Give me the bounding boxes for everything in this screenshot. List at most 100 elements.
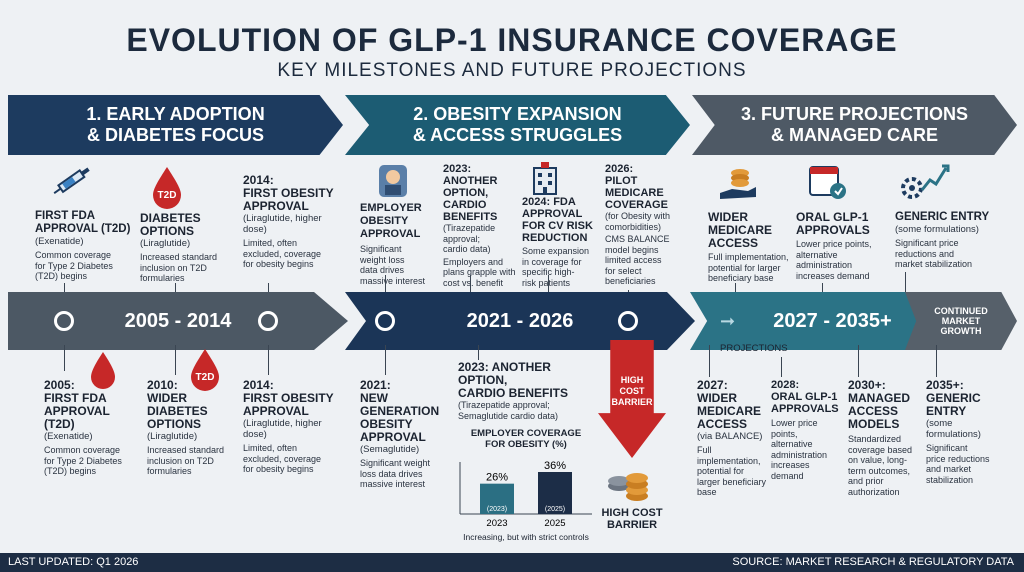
bottom-milestone-4-desc: Significant weight loss data drives mass… (360, 458, 431, 489)
top-milestone-7-sub: (for Obesity with comorbidities) (605, 211, 671, 232)
connector (822, 283, 823, 299)
blood-drop-icon (88, 350, 118, 390)
chart-caption: Increasing, but with strict controls (463, 532, 589, 542)
top-milestone-10-title: GENERIC ENTRY (895, 211, 990, 223)
top-milestone-8-title: WIDER MEDICARE ACCESS (708, 210, 773, 250)
bottom-milestone-4-title: 2021: NEW GENERATION OBESITY APPROVAL (360, 378, 440, 444)
phase-3-label: 3. FUTURE PROJECTIONS & MANAGED CARE (740, 104, 969, 145)
timeline-label-1: 2005 - 2014 (124, 309, 232, 332)
top-milestone-8-desc: Full implementation, potential for large… (708, 252, 789, 283)
connector (175, 345, 176, 375)
top-milestone-5: 2023: ANOTHER OPTION, CARDIO BENEFITS (T… (443, 163, 523, 288)
top-milestone-2-sub: (Liraglutide) (140, 238, 191, 249)
top-milestone-7-desc: CMS BALANCE model begins limited access … (605, 234, 670, 286)
bottom-milestone-4-sub: (Semaglutide) (360, 444, 420, 455)
top-milestone-2: DIABETES OPTIONS (Liraglutide) Increased… (140, 212, 240, 284)
page-subtitle: KEY MILESTONES AND FUTURE PROJECTIONS (277, 60, 747, 81)
phase-2-label: 2. OBESITY EXPANSION & ACCESS STRUGGLES (412, 104, 623, 145)
page-title: EVOLUTION OF GLP-1 INSURANCE COVERAGE (126, 22, 898, 58)
top-milestone-1: FIRST FDA APPROVAL (T2D) (Exenatide) Com… (35, 210, 145, 282)
bottom-milestone-9-sub: (some formulations) (926, 418, 981, 440)
timeline-node (54, 311, 74, 331)
connector (548, 275, 549, 299)
bottom-milestone-9-desc: Significant price reductions and market … (926, 443, 990, 485)
bottom-milestone-5-title: 2023: ANOTHER OPTION, CARDIO BENEFITS (458, 360, 569, 400)
arrow-right-icon: ➞ (720, 311, 736, 331)
coin-stack-icon (605, 462, 655, 502)
top-milestone-4-title: EMPLOYER OBESITY APPROVAL (360, 202, 422, 240)
top-milestone-10-desc: Significant price reductions and market … (895, 238, 973, 269)
phase-2-banner: 2. OBESITY EXPANSION & ACCESS STRUGGLES (345, 95, 690, 155)
connector (470, 275, 471, 299)
bottom-milestone-6-sub: (via BALANCE) (697, 431, 763, 442)
bottom-milestone-5: 2023: ANOTHER OPTION, CARDIO BENEFITS (T… (458, 361, 593, 421)
timeline-label-3: 2027 - 2035+ (773, 309, 892, 332)
top-milestone-1-sub: (Exenatide) (35, 236, 84, 247)
bottom-milestone-2-title: 2010: WIDER DIABETES OPTIONS (147, 378, 208, 431)
chart-value-label: 26% (486, 472, 508, 484)
connector (268, 283, 269, 299)
projections-label: PROJECTIONS (720, 343, 788, 354)
person-icon (375, 163, 411, 199)
top-milestone-6: 2024: FDA APPROVAL FOR CV RISK REDUCTION… (522, 196, 604, 288)
bottom-milestone-7-title: 2028: ORAL GLP-1 APPROVALS (771, 379, 839, 415)
gears-trend-icon (898, 160, 950, 202)
bottom-milestone-9: 2035+: GENERIC ENTRY (some formulations)… (926, 379, 1021, 485)
top-milestone-1-title: FIRST FDA APPROVAL (T2D) (35, 210, 131, 235)
calendar-icon (808, 163, 848, 201)
top-milestone-10-sub: (some formulations) (895, 224, 979, 235)
connector (385, 345, 386, 375)
bottom-milestone-1-sub: (Exenatide) (44, 431, 93, 442)
bottom-milestone-3-sub: (Liraglutide, higher dose) (243, 418, 322, 440)
connector (64, 345, 65, 371)
top-milestone-4-desc: Significant weight loss data drives mass… (360, 244, 426, 286)
bottom-milestone-1-desc: Common coverage for Type 2 Diabetes (T2D… (44, 445, 122, 476)
chart-title: EMPLOYER COVERAGE FOR OBESITY (%) (470, 428, 582, 450)
connector (735, 283, 736, 299)
chart-value-label: 36% (544, 460, 566, 472)
bottom-milestone-3-desc: Limited, often excluded, coverage for ob… (243, 443, 322, 474)
chart-category-label: 2023 (486, 518, 507, 529)
bottom-milestone-2: 2010: WIDER DIABETES OPTIONS (Liraglutid… (147, 379, 247, 477)
top-milestone-3-desc: Limited, often excluded, coverage for ob… (243, 238, 322, 269)
bottom-milestone-8: 2030+: MANAGED ACCESS MODELS Standardize… (848, 379, 930, 497)
bottom-milestone-8-desc: Standardized coverage based on value, lo… (848, 434, 913, 497)
barrier-arrow-label: HIGH COST BARRIER (611, 375, 653, 407)
t2d-badge-bottom: T2D (196, 372, 215, 383)
connector (781, 357, 782, 377)
phase-1-label: 1. EARLY ADOPTION & DIABETES FOCUS (86, 104, 265, 145)
bottom-milestone-8-title: 2030+: MANAGED ACCESS MODELS (848, 378, 910, 431)
phase-1-banner: 1. EARLY ADOPTION & DIABETES FOCUS (8, 95, 343, 155)
timeline-node (258, 311, 278, 331)
phase-3-banner: 3. FUTURE PROJECTIONS & MANAGED CARE (692, 95, 1017, 155)
connector (385, 275, 386, 299)
bottom-milestone-5-sub: (Tirazepatide approval; Semaglutide card… (458, 400, 559, 421)
top-milestone-2-title: DIABETES OPTIONS (140, 211, 201, 238)
top-milestone-5-desc: Employers and plans grapple with cost vs… (443, 256, 516, 288)
connector (858, 345, 859, 377)
chart-category-label: 2025 (544, 518, 565, 529)
connector (175, 283, 176, 299)
t2d-badge-top: T2D (158, 190, 177, 201)
top-milestone-9-desc: Lower price points, alternative administ… (796, 239, 872, 281)
connector (478, 345, 479, 360)
timeline-segment-3: 2027 - 2035+ (690, 292, 935, 350)
connector (936, 345, 937, 377)
top-milestone-6-desc: Some expansion in coverage for specific … (522, 246, 590, 288)
timeline-node (375, 311, 395, 331)
last-updated-text: LAST UPDATED: Q1 2026 (8, 556, 139, 568)
connector (709, 345, 710, 377)
hospital-icon (528, 160, 562, 196)
bottom-milestone-6-title: 2027: WIDER MEDICARE ACCESS (697, 378, 762, 431)
top-milestone-9-title: ORAL GLP-1 APPROVALS (796, 210, 870, 237)
blood-drop-icon: T2D (150, 165, 184, 209)
employer-coverage-chart: 26% (2023) 2023 36% (2025) 2025 (459, 460, 592, 529)
top-milestone-3: 2014: FIRST OBESITY APPROVAL (Liraglutid… (243, 174, 343, 270)
chart-bar (538, 472, 572, 514)
timeline-label-2: 2021 - 2026 (466, 309, 574, 332)
blood-drop-t2d-icon: T2D (188, 347, 222, 391)
bottom-milestone-3-title: 2014: FIRST OBESITY APPROVAL (243, 378, 334, 418)
top-milestone-5-sub: (Tirazepatide approval; cardio data) (443, 223, 496, 254)
bottom-milestone-6: 2027: WIDER MEDICARE ACCESS (via BALANCE… (697, 379, 777, 498)
top-milestone-4: EMPLOYER OBESITY APPROVAL Significant we… (360, 202, 440, 286)
